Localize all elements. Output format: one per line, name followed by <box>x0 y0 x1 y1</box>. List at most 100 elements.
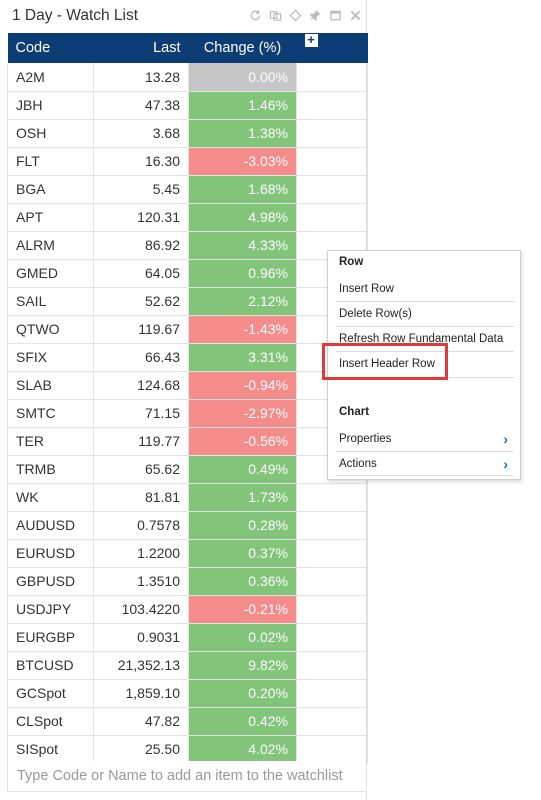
cell-change: 0.96% <box>188 259 297 288</box>
watchlist-panel: 1 Day - Watch List C <box>7 0 368 800</box>
cell-change: -0.94% <box>188 371 297 400</box>
table-row[interactable]: SLAB 124.68 -0.94% <box>7 371 368 400</box>
table-row[interactable]: USDJPY 103.4220 -0.21% <box>7 595 368 624</box>
table-row[interactable]: EURGBP 0.9031 0.02% <box>7 623 368 652</box>
chevron-right-icon: › <box>503 431 508 447</box>
cell-change: -0.56% <box>188 427 297 456</box>
table-row[interactable]: SAIL 52.62 2.12% <box>7 287 368 316</box>
menu-section-row: Row <box>339 256 364 268</box>
empty-cell <box>296 175 368 204</box>
cell-change: 1.38% <box>188 119 297 148</box>
menu-item-delete-rows[interactable]: Delete Row(s) <box>339 308 412 320</box>
empty-cell <box>296 735 368 764</box>
menu-divider <box>336 326 514 327</box>
empty-cell <box>296 623 368 652</box>
cell-code: SAIL <box>7 287 94 316</box>
cell-code: EURGBP <box>7 623 94 652</box>
table-row[interactable]: GBPUSD 1.3510 0.36% <box>7 567 368 596</box>
cell-code: SISpot <box>7 735 94 764</box>
cell-code: APT <box>7 203 94 232</box>
menu-item-insert-row[interactable]: Insert Row <box>339 283 394 295</box>
cell-last: 103.4220 <box>93 595 189 624</box>
table-row[interactable]: A2M 13.28 0.00% <box>7 63 368 92</box>
empty-cell <box>296 203 368 232</box>
table-row[interactable]: WK 81.81 1.73% <box>7 483 368 512</box>
table-row[interactable]: BTCUSD 21,352.13 9.82% <box>7 651 368 680</box>
cell-last: 81.81 <box>93 483 189 512</box>
column-header-last[interactable]: Last <box>93 33 189 63</box>
table-row[interactable]: CLSpot 47.82 0.42% <box>7 707 368 736</box>
empty-cell <box>296 147 368 176</box>
cell-last: 120.31 <box>93 203 189 232</box>
table-row[interactable]: GCSpot 1,859.10 0.20% <box>7 679 368 708</box>
table-row[interactable]: AUDUSD 0.7578 0.28% <box>7 511 368 540</box>
cell-code: FLT <box>7 147 94 176</box>
cell-code: SFIX <box>7 343 94 372</box>
maximize-icon[interactable] <box>328 8 343 23</box>
empty-cell <box>296 483 368 512</box>
cell-last: 5.45 <box>93 175 189 204</box>
cell-change: 0.49% <box>188 455 297 484</box>
empty-cell <box>296 119 368 148</box>
table-row[interactable]: OSH 3.68 1.38% <box>7 119 368 148</box>
table-row[interactable]: SFIX 66.43 3.31% <box>7 343 368 372</box>
menu-divider <box>336 351 514 352</box>
menu-item-refresh-fundamental[interactable]: Refresh Row Fundamental Data <box>339 333 504 345</box>
column-header-change[interactable]: Change (%) <box>188 33 297 63</box>
refresh-icon[interactable] <box>248 8 263 23</box>
window-controls <box>248 8 363 23</box>
table-row[interactable]: EURUSD 1.2200 0.37% <box>7 539 368 568</box>
close-icon[interactable] <box>348 8 363 23</box>
table-row[interactable]: JBH 47.38 1.46% <box>7 91 368 120</box>
table-row[interactable]: ALRM 86.92 4.33% <box>7 231 368 260</box>
menu-item-properties[interactable]: Properties › <box>339 429 514 449</box>
empty-cell <box>296 707 368 736</box>
cell-last: 64.05 <box>93 259 189 288</box>
table-row[interactable]: GMED 64.05 0.96% <box>7 259 368 288</box>
cell-change: 4.33% <box>188 231 297 260</box>
cell-code: JBH <box>7 91 94 120</box>
add-column-button[interactable]: + <box>304 33 318 47</box>
cell-last: 47.82 <box>93 707 189 736</box>
add-column-cell: + <box>296 33 368 63</box>
cell-last: 124.68 <box>93 371 189 400</box>
cell-code: BGA <box>7 175 94 204</box>
table-header-row: Code Last Change (%) + <box>7 33 368 63</box>
table-row[interactable]: TRMB 65.62 0.49% <box>7 455 368 484</box>
cell-last: 16.30 <box>93 147 189 176</box>
cell-change: 2.12% <box>188 287 297 316</box>
cell-code: A2M <box>7 63 94 92</box>
window-title: 1 Day - Watch List <box>12 7 139 24</box>
menu-item-insert-header-row[interactable]: Insert Header Row <box>339 358 435 370</box>
table-row[interactable]: APT 120.31 4.98% <box>7 203 368 232</box>
table-row[interactable]: SISpot 25.50 4.02% <box>7 735 368 764</box>
cell-change: 4.02% <box>188 735 297 764</box>
cell-change: -1.43% <box>188 315 297 344</box>
table-row[interactable]: TER 119.77 -0.56% <box>7 427 368 456</box>
cell-change: 9.82% <box>188 651 297 680</box>
cell-last: 71.15 <box>93 399 189 428</box>
cell-change: 0.37% <box>188 539 297 568</box>
table-row[interactable]: FLT 16.30 -3.03% <box>7 147 368 176</box>
cell-code: EURUSD <box>7 539 94 568</box>
cell-code: BTCUSD <box>7 651 94 680</box>
column-header-code[interactable]: Code <box>7 33 94 63</box>
link-icon[interactable] <box>268 8 283 23</box>
table-row[interactable]: SMTC 71.15 -2.97% <box>7 399 368 428</box>
cell-last: 119.77 <box>93 427 189 456</box>
watchlist-table: Code Last Change (%) + A2M 13.28 0.00% JBH 4… <box>7 33 368 764</box>
add-item-input[interactable] <box>7 761 367 792</box>
cell-change: -0.21% <box>188 595 297 624</box>
cell-last: 0.9031 <box>93 623 189 652</box>
diamond-icon[interactable] <box>288 8 303 23</box>
menu-item-actions[interactable]: Actions › <box>339 454 514 474</box>
cell-last: 86.92 <box>93 231 189 260</box>
pin-icon[interactable] <box>308 8 323 23</box>
table-row[interactable]: BGA 5.45 1.68% <box>7 175 368 204</box>
cell-code: TER <box>7 427 94 456</box>
cell-last: 0.7578 <box>93 511 189 540</box>
cell-code: QTWO <box>7 315 94 344</box>
cell-change: 0.00% <box>188 63 297 92</box>
table-row[interactable]: QTWO 119.67 -1.43% <box>7 315 368 344</box>
cell-change: 0.28% <box>188 511 297 540</box>
